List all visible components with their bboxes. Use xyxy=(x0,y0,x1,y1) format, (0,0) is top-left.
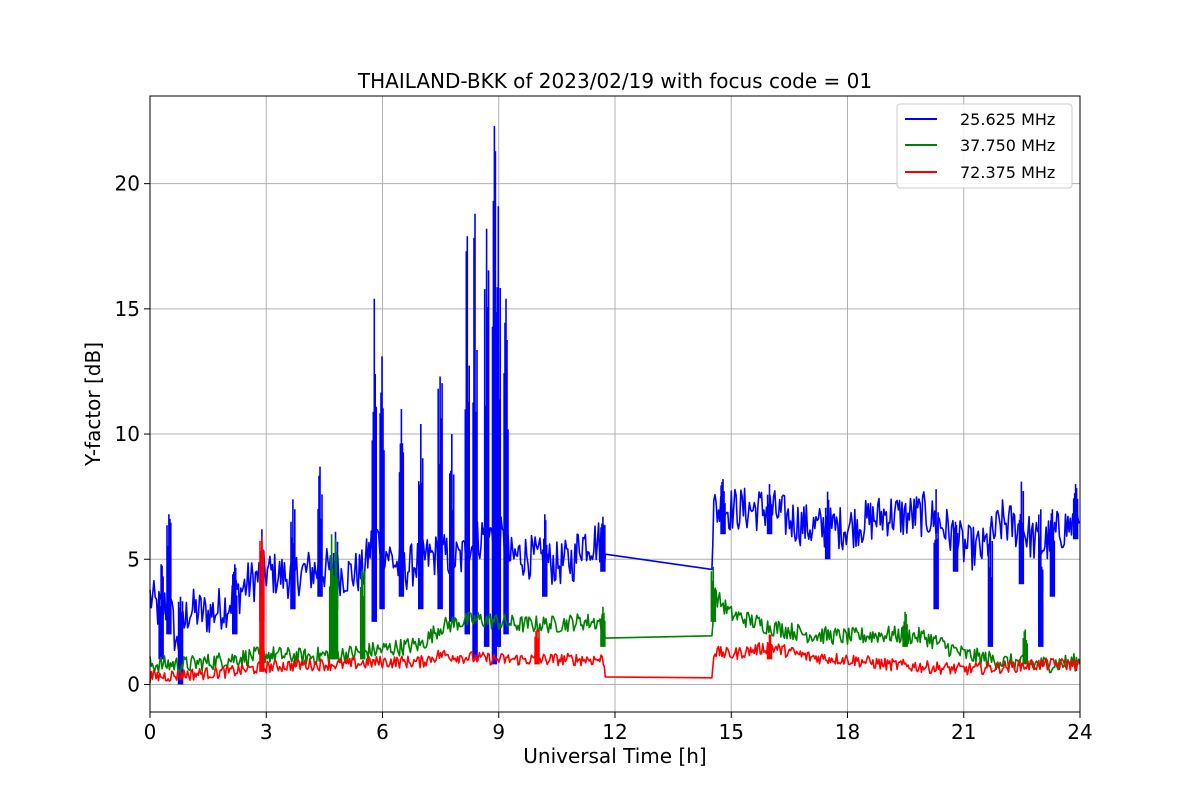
y-tick-label: 5 xyxy=(127,547,140,571)
series-spike xyxy=(259,536,265,672)
series-spike xyxy=(600,516,606,572)
series-spike xyxy=(1038,509,1044,647)
series-spike xyxy=(328,534,335,660)
legend: 25.625 MHz 37.750 MHz 72.375 MHz xyxy=(896,103,1073,189)
series-spike xyxy=(1022,629,1028,665)
series-spike xyxy=(464,236,470,635)
x-tick-label: 18 xyxy=(835,720,860,744)
series-spike xyxy=(177,596,184,685)
series-spike xyxy=(491,126,498,665)
x-tick-label: 24 xyxy=(1067,720,1092,744)
series-spike xyxy=(933,489,939,610)
x-tick-label: 12 xyxy=(602,720,627,744)
axis-ticks: 0 3 6 9 12 15 18 21 24 0 5 10 15 20 xyxy=(115,172,1093,744)
legend-entry-72375: 72.375 MHz xyxy=(960,163,1055,182)
legend-box xyxy=(896,103,1073,189)
y-tick-label: 15 xyxy=(115,297,140,321)
chart-title: THAILAND-BKK of 2023/02/19 with focus co… xyxy=(357,69,872,93)
legend-entry-25625: 25.625 MHz xyxy=(960,110,1055,129)
series-spike xyxy=(710,566,717,622)
series-spike xyxy=(398,409,405,597)
series-spike xyxy=(379,356,385,610)
series-spike xyxy=(232,564,238,635)
series-spike xyxy=(600,606,606,647)
series-spike xyxy=(534,629,540,665)
series-spike xyxy=(472,213,478,660)
x-tick-label: 0 xyxy=(144,720,157,744)
x-tick-label: 21 xyxy=(951,720,976,744)
x-tick-label: 6 xyxy=(376,720,389,744)
x-tick-label: 15 xyxy=(719,720,744,744)
y-tick-label: 0 xyxy=(127,672,140,696)
series-spike xyxy=(902,611,908,647)
series-line xyxy=(149,487,1081,651)
series-spike xyxy=(766,484,773,535)
series-72375 xyxy=(149,536,1081,684)
series-spike xyxy=(437,376,443,610)
series-spike xyxy=(1049,509,1056,597)
series-layer xyxy=(149,126,1081,685)
series-spike xyxy=(166,514,172,635)
series-spike xyxy=(483,228,490,647)
x-tick-label: 9 xyxy=(492,720,505,744)
series-spike xyxy=(418,424,424,610)
series-spike xyxy=(503,298,509,635)
series-spike xyxy=(449,434,455,622)
series-25625 xyxy=(149,126,1081,685)
x-tick-label: 3 xyxy=(260,720,273,744)
x-axis-label: Universal Time [h] xyxy=(523,744,706,768)
series-spike xyxy=(987,526,994,647)
series-spike xyxy=(359,569,366,660)
series-spike xyxy=(317,466,323,597)
y-tick-label: 20 xyxy=(115,172,140,196)
series-spike xyxy=(542,514,548,597)
series-spike xyxy=(290,499,296,610)
series-spike xyxy=(824,491,831,560)
series-spike xyxy=(766,634,773,660)
y-axis-label: Y-factor [dB] xyxy=(81,342,105,467)
series-37750 xyxy=(149,534,1081,674)
y-tick-label: 10 xyxy=(115,422,140,446)
series-spike xyxy=(495,206,501,647)
series-line xyxy=(149,642,1081,684)
series-line xyxy=(149,589,1081,674)
series-spike xyxy=(371,298,377,622)
series-spike xyxy=(952,521,959,572)
series-spike xyxy=(720,479,726,535)
series-spike xyxy=(332,539,339,660)
series-spike xyxy=(1072,484,1079,540)
legend-entry-37750: 37.750 MHz xyxy=(960,136,1055,155)
series-spike xyxy=(158,564,164,660)
series-spike xyxy=(1018,481,1025,585)
